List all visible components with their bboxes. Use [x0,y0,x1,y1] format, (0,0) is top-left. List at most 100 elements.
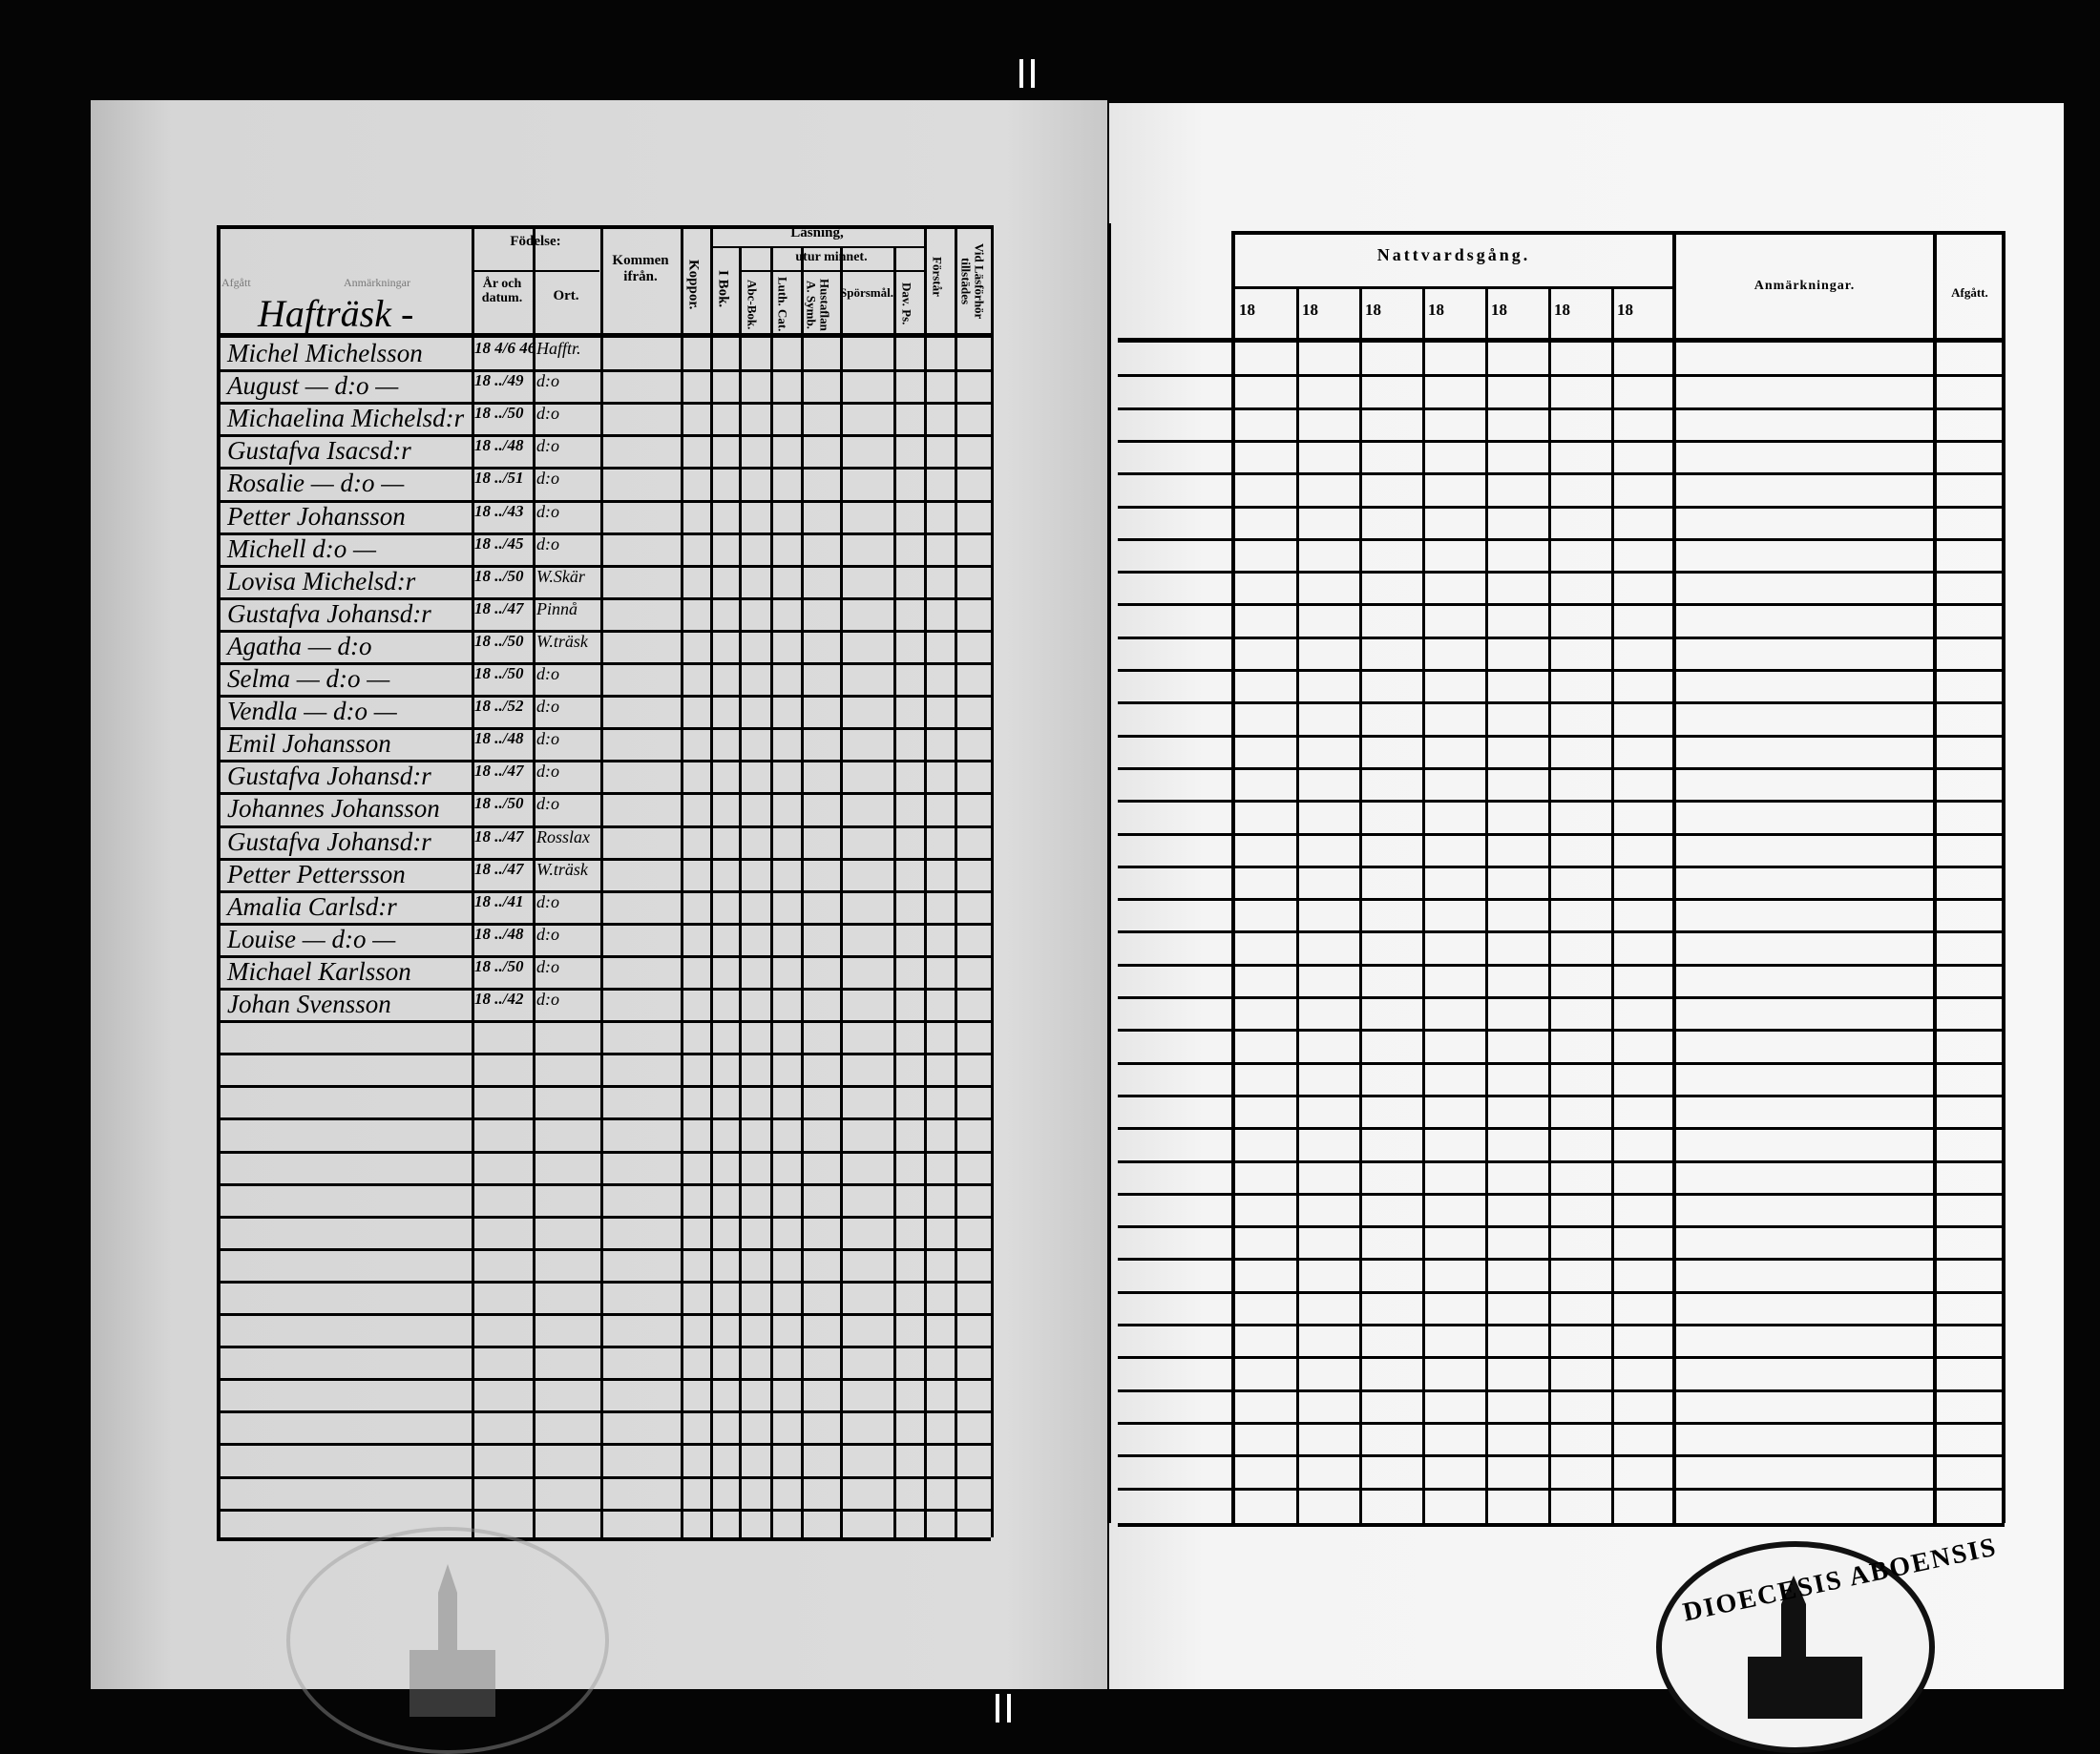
row-line [217,1085,991,1088]
row-line [217,955,991,958]
year-header: 18 [1365,301,1381,319]
diocese-stamp [1656,1541,1935,1753]
row-line [217,597,991,600]
header-luth-cat: Luth. Cat. [775,277,790,332]
header-bottom-line [1118,338,2005,343]
entry-name: Lovisa Michelsd:r [227,567,416,595]
column-line [600,225,603,1537]
entry-place: d:o [536,957,559,976]
entry-place: W.träsk [536,632,588,651]
entry-date: 18 ../42 [474,990,524,1008]
row-line [1118,538,2005,541]
year-header: 18 [1428,301,1444,319]
header-lasning: Läsning, [790,225,844,240]
row-line [217,1346,991,1348]
column-line [1296,286,1299,1523]
row-line [217,1378,991,1381]
header-anmarkningar: Anmärkningar. [1754,279,1856,293]
header-dav-ps: Dav. Ps. [899,282,914,325]
entry-name: Rosalie — d:o — [227,469,405,497]
year-header: 18 [1491,301,1507,319]
fodelse-divider [472,270,599,272]
entry-date: 18 ../50 [474,794,524,812]
row-line [217,760,991,762]
row-line [1118,1488,2005,1491]
column-line [533,225,536,1537]
row-line [217,1117,991,1120]
entry-date: 18 ../48 [474,436,524,454]
right-page [1109,103,2064,1689]
row-line [1118,996,2005,999]
left-page [91,100,1107,1689]
faded-anmarkningar-header: Anmärkningar [344,276,410,289]
entry-name: Selma — d:o — [227,664,390,693]
header-utur-minnet: utur minnet. [795,250,868,264]
row-line [217,1151,991,1154]
gutter-mark [1007,1694,1011,1723]
row-line [217,1313,991,1316]
row-line [1118,1160,2005,1163]
row-line [217,500,991,503]
header-afgatt: Afgått. [1951,285,1988,300]
header-abc-bok: Abc-Bok. [745,279,760,330]
header-koppor: Koppor. [685,259,702,310]
entry-date: 18 ../48 [474,729,524,747]
entry-place: W.Skär [536,567,585,586]
row-line [217,532,991,535]
entry-name: Gustafva Johansd:r [227,762,431,790]
row-line [1118,440,2005,443]
entry-name: Johan Svensson [227,990,391,1018]
header-nattvardsgang: Nattvardsgång. [1376,245,1531,264]
row-line [217,1410,991,1413]
column-line [955,225,957,1537]
column-line [1611,286,1614,1523]
entry-date: 18 ../50 [474,957,524,975]
row-line [217,825,991,828]
entry-place: d:o [536,697,559,716]
row-line [217,662,991,665]
entry-date: 18 ../47 [474,762,524,780]
row-line [1118,407,2005,410]
header-ar-datum: År och datum. [481,277,523,306]
row-line [217,1443,991,1446]
gutter-mark [996,1694,999,1723]
row-line [217,402,991,405]
entry-place: d:o [536,794,559,813]
row-line [1118,637,2005,639]
column-line [681,225,683,1537]
table-bottom-line [217,1537,991,1541]
year-header: 18 [1617,301,1633,319]
column-line [1672,231,1676,1523]
entry-place: d:o [536,664,559,683]
table-bottom-line [1118,1523,2005,1527]
entry-place: d:o [536,436,559,455]
row-line [1118,669,2005,672]
column-line [710,225,713,1537]
row-line [1118,866,2005,868]
table-top-line [1231,231,2005,235]
village-heading: Hafträsk - [258,292,414,335]
row-line [217,727,991,730]
nattvard-divider [1233,286,1674,289]
header-bottom-line [217,333,991,338]
row-line [1118,898,2005,901]
header-sporsmal: Spörsmål. [840,285,893,300]
entry-place: Rosslax [536,827,590,846]
row-line [1118,1029,2005,1032]
row-line [217,792,991,795]
entry-date: 18 ../51 [474,469,524,487]
row-line [1118,930,2005,933]
row-line [1118,1454,2005,1457]
cathedral-icon [1748,1576,1862,1719]
row-line [217,565,991,568]
lasning-divider [710,246,924,248]
row-line [217,467,991,470]
entry-date: 18 4/6 46 [474,339,536,357]
row-line [1118,1324,2005,1326]
row-line [1118,1258,2005,1261]
header-vid-lasforhor: Vid Läsförhör tillstädes [958,243,987,320]
row-line [1118,1193,2005,1196]
row-line [1118,1095,2005,1097]
row-line [1118,571,2005,574]
column-line [991,225,994,1537]
